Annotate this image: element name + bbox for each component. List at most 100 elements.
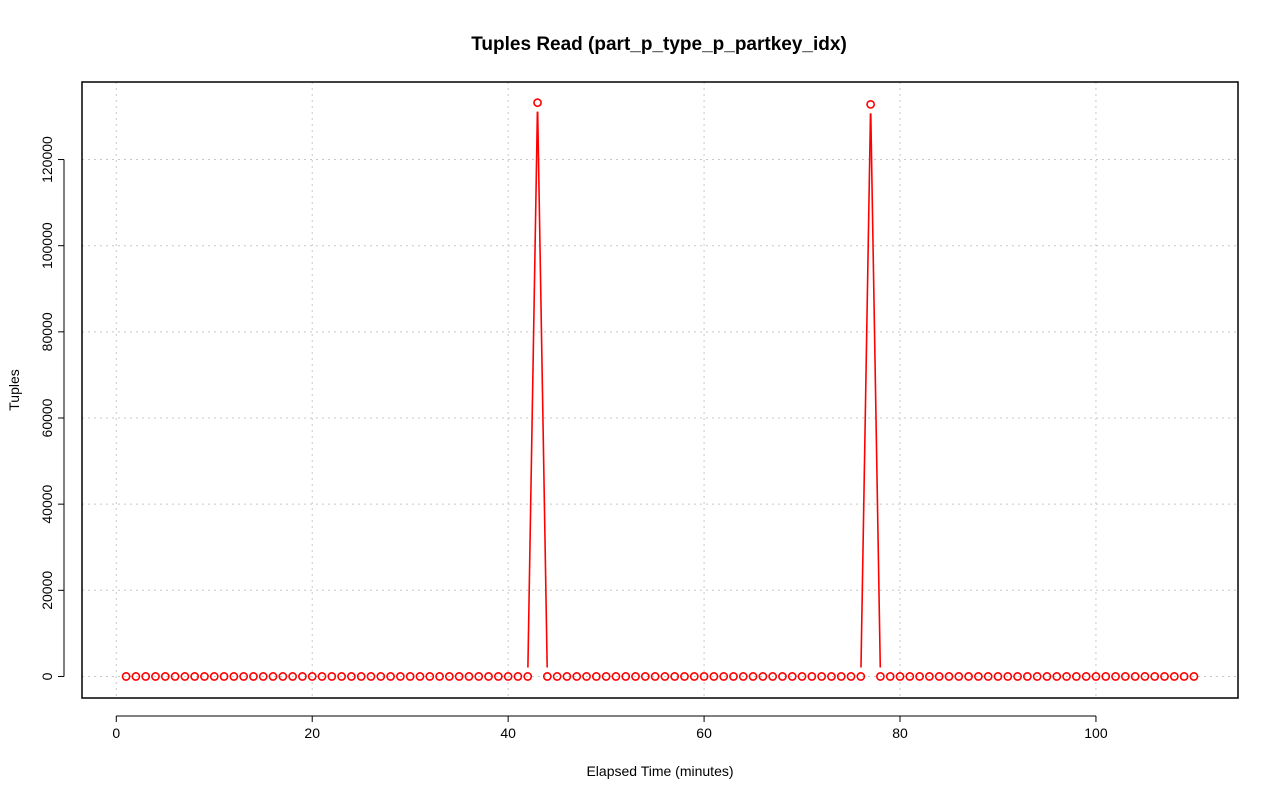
data-point: [817, 672, 827, 681]
data-point: [983, 672, 993, 681]
data-point: [915, 672, 925, 681]
data-point: [307, 672, 317, 681]
data-point: [484, 672, 493, 681]
data-point: [1052, 672, 1062, 681]
data-point: [944, 672, 954, 681]
data-point: [591, 672, 601, 681]
data-point: [1111, 672, 1120, 681]
data-point: [1081, 672, 1091, 681]
data-point: [1091, 672, 1101, 681]
data-point: [964, 672, 973, 681]
data-point: [876, 672, 885, 681]
data-point: [141, 672, 151, 681]
y-axis-label: Tuples: [6, 369, 22, 411]
data-point: [1130, 672, 1140, 681]
data-point: [611, 672, 621, 681]
data-point: [738, 672, 748, 681]
data-point: [836, 672, 846, 681]
data-point: [327, 672, 337, 681]
data-point: [533, 98, 542, 108]
data-point: [1032, 672, 1042, 681]
data-point: [151, 672, 160, 681]
data-point: [1179, 672, 1189, 681]
y-tick-label: 20000: [39, 571, 55, 610]
data-point: [513, 672, 523, 681]
data-point: [748, 672, 758, 681]
data-point: [866, 100, 876, 109]
x-axis-label: Elapsed Time (minutes): [586, 763, 733, 779]
data-point: [905, 672, 915, 681]
data-point: [582, 672, 591, 681]
data-point: [1160, 672, 1169, 681]
data-point: [219, 672, 229, 681]
data-point: [1042, 672, 1052, 681]
data-point: [298, 672, 307, 681]
data-point: [180, 672, 190, 681]
data-point: [631, 672, 640, 681]
data-point: [856, 672, 866, 681]
data-point: [787, 672, 797, 681]
data-point: [660, 672, 670, 681]
data-point: [415, 672, 425, 681]
data-point: [464, 672, 474, 681]
data-point: [827, 672, 836, 681]
data-point: [1150, 672, 1160, 681]
data-point: [699, 672, 709, 681]
data-point: [121, 672, 131, 681]
data-point: [778, 672, 787, 681]
x-tick-label: 40: [500, 725, 516, 741]
series-line-segment: [536, 111, 548, 668]
data-point: [689, 672, 699, 681]
data-point: [846, 672, 856, 681]
data-point: [268, 672, 278, 681]
data-point: [493, 672, 503, 681]
data-point: [650, 672, 660, 681]
data-point: [1189, 672, 1199, 681]
data-point: [670, 672, 680, 681]
y-tick-label: 80000: [39, 312, 55, 351]
data-point: [200, 672, 209, 681]
x-tick-label: 80: [892, 725, 908, 741]
data-point: [1120, 672, 1130, 681]
data-point: [503, 672, 513, 681]
data-point: [640, 672, 650, 681]
x-tick-label: 100: [1084, 725, 1108, 741]
data-point: [454, 672, 464, 681]
data-point: [885, 672, 895, 681]
chart-title: Tuples Read (part_p_type_p_partkey_idx): [471, 34, 847, 55]
data-point: [356, 672, 366, 681]
data-point: [376, 672, 386, 681]
data-point: [209, 672, 219, 681]
data-point: [131, 672, 141, 681]
series: [121, 98, 1199, 681]
data-point: [229, 672, 239, 681]
data-point: [552, 672, 562, 681]
data-point: [719, 672, 729, 681]
grid: [82, 82, 1238, 698]
y-tick-label: 0: [39, 672, 55, 680]
data-point: [797, 672, 807, 681]
data-point: [807, 672, 817, 681]
data-point: [621, 672, 631, 681]
data-point: [1062, 672, 1071, 681]
x-tick-label: 20: [304, 725, 320, 741]
data-point: [435, 672, 444, 681]
data-point: [258, 672, 268, 681]
data-point: [366, 672, 376, 681]
y-tick-label: 60000: [39, 398, 55, 437]
data-point: [954, 672, 964, 681]
data-point: [1101, 672, 1111, 681]
data-point: [601, 672, 611, 681]
data-point: [347, 672, 356, 681]
series-line-segment: [527, 111, 539, 668]
data-point: [1013, 672, 1022, 681]
data-point: [170, 672, 180, 681]
plot-frame: [81, 81, 1239, 699]
data-point: [895, 672, 905, 681]
data-point: [239, 672, 249, 681]
data-point: [523, 672, 533, 681]
data-point: [925, 672, 934, 681]
data-point: [729, 672, 738, 681]
data-point: [542, 672, 552, 681]
